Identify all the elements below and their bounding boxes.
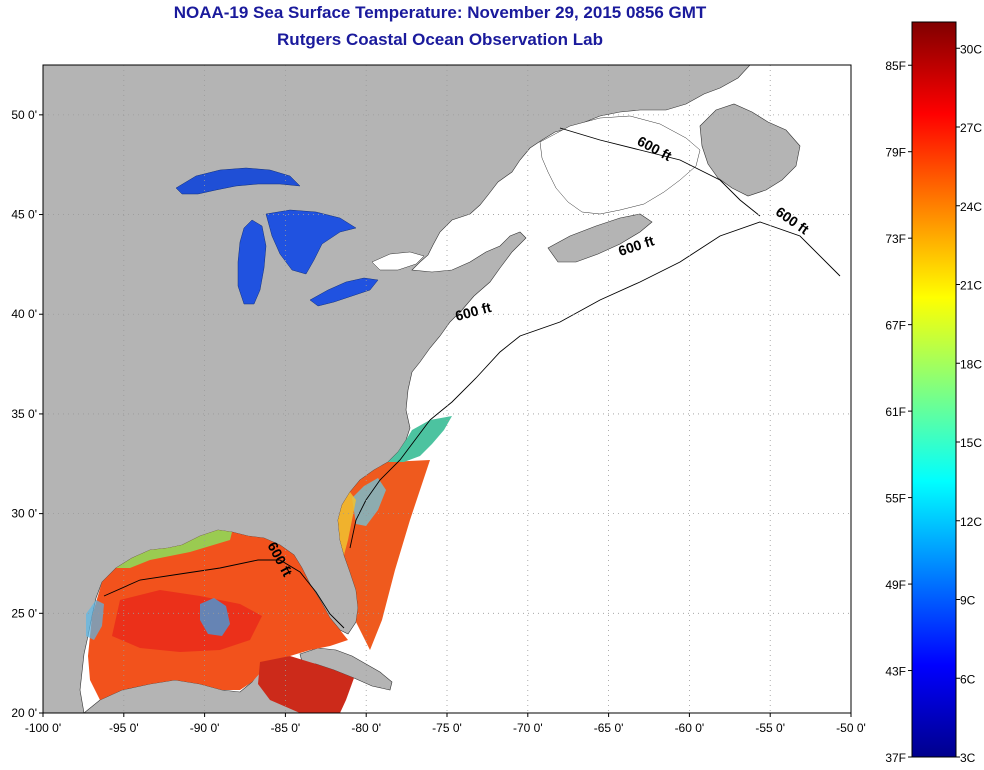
colorbar-f-label: 73F: [885, 232, 906, 246]
contour-florida-east: [349, 419, 431, 549]
lat-tick-label: 30 0': [11, 507, 37, 521]
lake-superior: [175, 167, 301, 195]
lat-tick-label: 50 0': [11, 108, 37, 122]
gulf-sst-cool-patch-west: [86, 600, 104, 640]
colorbar-c-label: 30C: [960, 42, 982, 56]
colorbar-c-label: 18C: [960, 357, 982, 371]
colorbar-f-label: 37F: [885, 751, 906, 765]
colorbar: [911, 21, 957, 758]
lake-erie: [309, 277, 379, 307]
lon-tick-label: -80 0': [351, 721, 381, 735]
colorbar-f-label: 49F: [885, 578, 906, 592]
lon-tick-label: -95 0': [109, 721, 139, 735]
nova-scotia-land: [547, 213, 653, 263]
contour-st-lawrence: [559, 127, 761, 217]
colorbar-c-label: 27C: [960, 121, 982, 135]
lon-tick-label: -90 0': [190, 721, 220, 735]
lake-michigan: [237, 219, 267, 305]
atlantic-sst-cool-strip: [352, 478, 386, 526]
caribbean-sst-swath: [258, 656, 354, 713]
longitude-labels: -100 0' -95 0' -90 0' -85 0' -80 0' -75 0' -70…: [25, 713, 866, 735]
lon-tick-label: -100 0': [25, 721, 61, 735]
map-subtitle: Rutgers Coastal Ocean Observation Lab: [277, 30, 603, 49]
colorbar-c-label: 6C: [960, 672, 976, 686]
lon-tick-label: -60 0': [675, 721, 705, 735]
colorbar-fahrenheit-labels: 85F 79F 73F 67F 61F 55F 49F 43F 37F: [885, 59, 912, 765]
colorbar-c-label: 3C: [960, 751, 976, 765]
atlantic-sst-north-tip: [388, 416, 452, 462]
colorbar-c-label: 24C: [960, 200, 982, 214]
colorbar-f-label: 67F: [885, 319, 906, 333]
lon-tick-label: -85 0': [271, 721, 301, 735]
newfoundland-land: [699, 103, 801, 197]
contour-gulf: [103, 559, 345, 629]
colorbar-f-label: 85F: [885, 59, 906, 73]
colorbar-c-label: 12C: [960, 515, 982, 529]
lon-tick-label: -75 0': [432, 721, 462, 735]
lat-lon-grid: [43, 65, 851, 713]
lat-tick-label: 40 0': [11, 307, 37, 321]
lat-tick-label: 35 0': [11, 407, 37, 421]
lon-tick-label: -50 0': [836, 721, 866, 735]
lon-tick-label: -65 0': [594, 721, 624, 735]
lat-tick-label: 25 0': [11, 606, 37, 620]
atlantic-sst-yellow-edge: [338, 492, 356, 555]
latitude-labels: 20 0' 25 0' 30 0' 35 0' 40 0' 45 0' 50 0': [11, 108, 43, 720]
lon-tick-label: -70 0': [513, 721, 543, 735]
colorbar-f-label: 61F: [885, 405, 906, 419]
colorbar-f-label: 55F: [885, 492, 906, 506]
gulf-st-lawrence: [539, 115, 701, 215]
600ft-contours: [103, 127, 841, 629]
lake-huron: [265, 209, 357, 275]
lat-tick-label: 20 0': [11, 706, 37, 720]
lat-tick-label: 45 0': [11, 208, 37, 222]
gulf-sst-green-edge: [116, 530, 232, 568]
plot-area: [43, 65, 851, 713]
colorbar-f-label: 79F: [885, 146, 906, 160]
colorbar-c-label: 9C: [960, 594, 976, 608]
map-title: NOAA-19 Sea Surface Temperature: Novembe…: [173, 3, 707, 22]
lake-ontario: [371, 251, 425, 271]
colorbar-celsius-labels: 30C 27C 24C 21C 18C 15C 12C 9C 6C 3C: [956, 42, 982, 765]
contour-atlantic: [429, 221, 841, 421]
gulf-sst-cool-patch: [200, 598, 230, 636]
colorbar-c-label: 21C: [960, 279, 982, 293]
colorbar-c-label: 15C: [960, 436, 982, 450]
colorbar-f-label: 43F: [885, 665, 906, 679]
lon-tick-label: -55 0': [755, 721, 785, 735]
